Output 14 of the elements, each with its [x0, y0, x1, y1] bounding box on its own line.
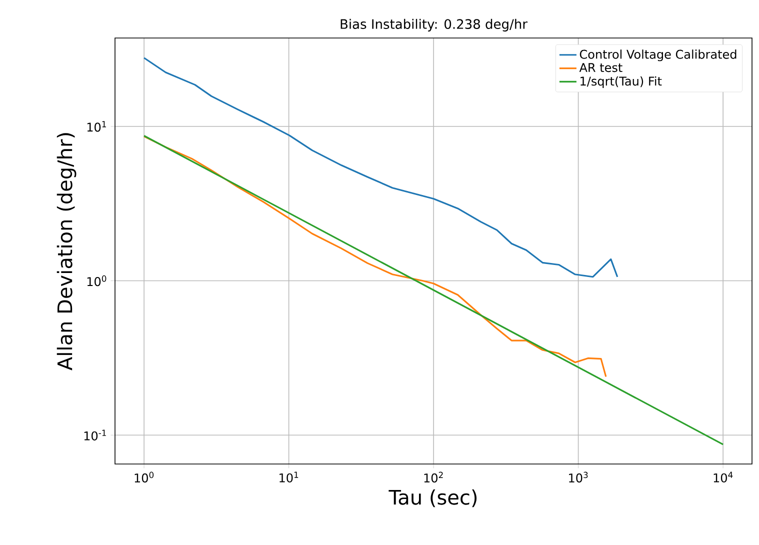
y-tick-label: 10$^{1}$	[87, 121, 106, 132]
y-tick-label: 10$^{-1}$	[84, 430, 106, 440]
x-axis-title: Tau (sec)	[388, 489, 477, 508]
y-axis-title: Allan Deviation (deg/hr)	[56, 133, 76, 370]
legend-label: 1/sqrt(Tau) Fit	[580, 76, 662, 88]
x-tick-label: 10$^{1}$	[280, 472, 298, 482]
legend-label: AR test	[579, 63, 622, 72]
x-tick-label: 10$^{4}$	[714, 472, 733, 482]
x-tick-label: 10$^{0}$	[134, 472, 154, 483]
y-tick-label: 10$^{0}$	[87, 275, 106, 286]
legend-label: Control Voltage Calibrated	[580, 50, 736, 62]
chart-title: Bias Instability: 0.238 deg/hr	[340, 18, 528, 32]
x-tick-label: 10$^{2}$	[424, 472, 443, 483]
x-tick-label: 10$^{3}$	[569, 472, 588, 483]
